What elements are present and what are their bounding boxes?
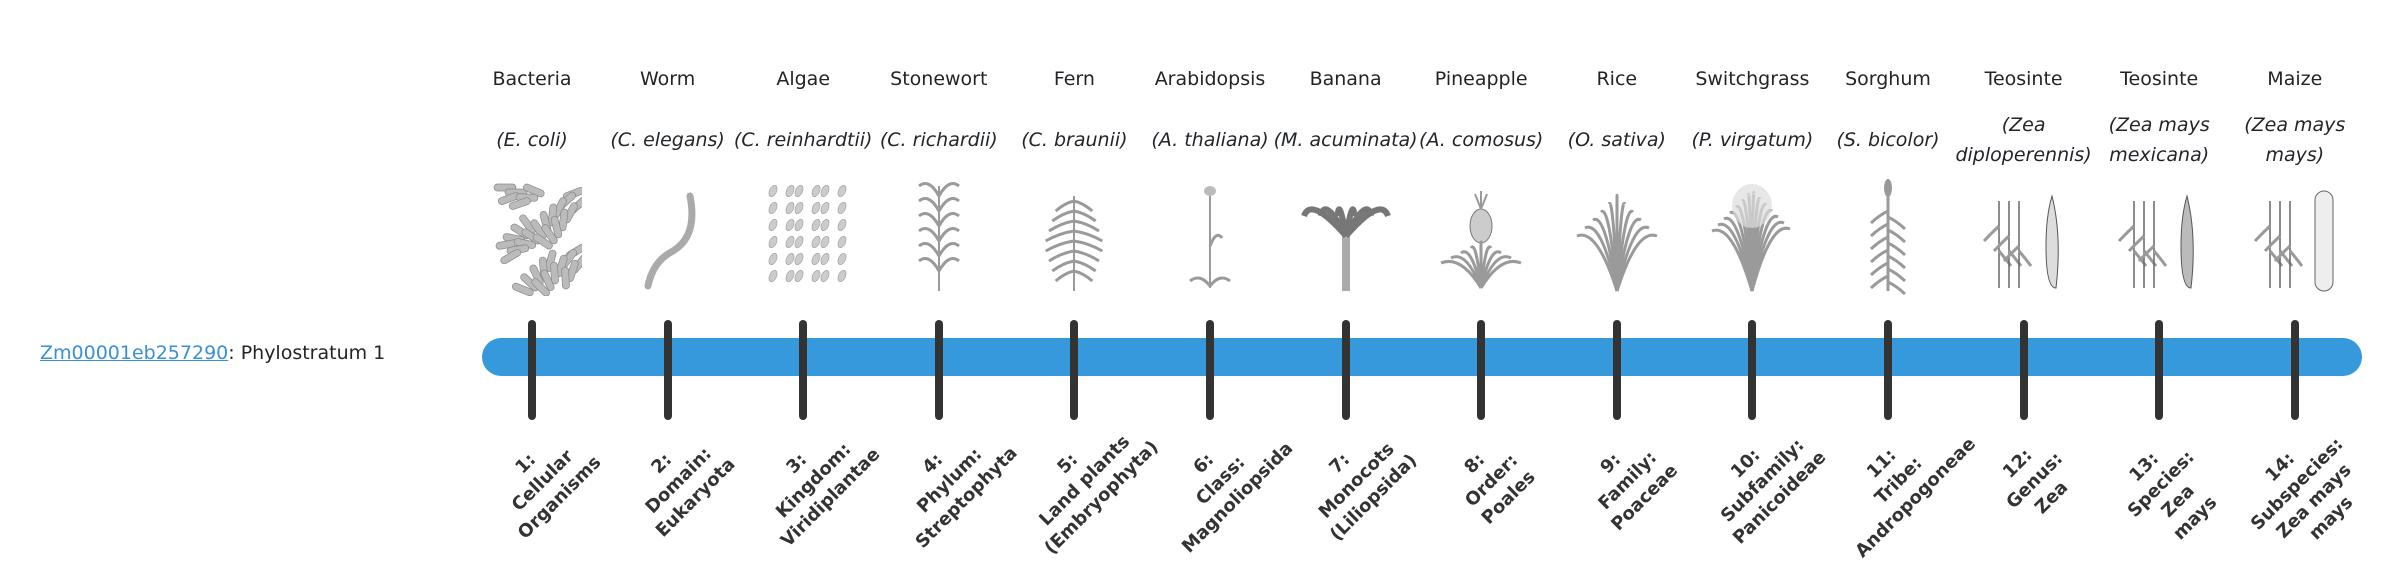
scientific-name: (M. acuminata) bbox=[1273, 129, 1418, 151]
teosinte-mexicana-image bbox=[2109, 176, 2209, 296]
stratum-tick bbox=[528, 320, 536, 420]
stratum-tick bbox=[2290, 320, 2299, 420]
stratum-tick bbox=[799, 320, 808, 420]
taxonomic-rank-label: 12: Genus: Zea bbox=[1949, 395, 2120, 566]
common-name: Pineapple bbox=[1434, 68, 1528, 90]
scientific-name: (O. sativa) bbox=[1567, 129, 1666, 151]
common-name: Bacteria bbox=[492, 68, 572, 90]
scientific-name: (P. virgatum) bbox=[1691, 129, 1814, 151]
scientific-name: (E. coli) bbox=[496, 129, 568, 151]
maize-image bbox=[2245, 176, 2345, 296]
taxonomic-rank-label: 14: Subspecies: Zea mays mays bbox=[2212, 399, 2400, 587]
switchgrass-image bbox=[1702, 176, 1802, 296]
taxonomic-rank-label: 3: Kingdom: Viridiplantae bbox=[729, 395, 900, 566]
arabidopsis-image bbox=[1160, 176, 1260, 296]
taxonomic-rank-label: 9: Family: Poaceae bbox=[1542, 395, 1713, 566]
worm-image bbox=[618, 176, 718, 296]
taxonomic-rank-label: 7: Monocots (Liliopsida) bbox=[1271, 395, 1442, 566]
taxonomic-rank-label: 2: Domain: Eukaryota bbox=[593, 395, 764, 566]
common-name: Arabidopsis bbox=[1154, 68, 1266, 90]
phylostratum-text: : Phylostratum 1 bbox=[228, 342, 386, 364]
stratum-tick bbox=[2019, 320, 2028, 420]
common-name: Banana bbox=[1309, 68, 1382, 90]
common-name: Teosinte bbox=[1984, 68, 2063, 90]
taxonomic-rank-label: 8: Order: Poales bbox=[1407, 395, 1578, 566]
common-name: Fern bbox=[1053, 68, 1095, 90]
common-name: Sorghum bbox=[1845, 68, 1931, 90]
common-name: Maize bbox=[2267, 68, 2323, 90]
taxonomic-rank-label: 11: Tribe: Andropogoneae bbox=[1813, 395, 1984, 566]
common-name: Teosinte bbox=[2120, 68, 2199, 90]
gene-label: Zm00001eb257290: Phylostratum 1 bbox=[40, 342, 385, 364]
taxonomic-rank-label: 5: Land plants (Embryophyta) bbox=[1000, 395, 1171, 566]
gene-id-link[interactable]: Zm00001eb257290 bbox=[40, 342, 229, 364]
stratum-tick bbox=[2155, 320, 2164, 420]
scientific-name: (Zea mays mays) bbox=[2244, 114, 2346, 166]
stratum-tick bbox=[1612, 320, 1621, 420]
bacteria-image bbox=[482, 176, 589, 297]
scientific-name: (S. bicolor) bbox=[1836, 129, 1940, 151]
common-name: Rice bbox=[1596, 68, 1638, 90]
banana-image bbox=[1296, 176, 1396, 296]
sorghum-image bbox=[1838, 176, 1938, 296]
stratum-tick bbox=[934, 320, 943, 420]
stratum-tick bbox=[1341, 320, 1350, 420]
stratum-tick bbox=[663, 320, 672, 420]
stratum-tick bbox=[1477, 320, 1486, 420]
taxonomic-rank-label: 4: Phylum: Streptophyta bbox=[864, 395, 1035, 566]
taxonomic-rank-label: 10: Subfamily: Panicoideae bbox=[1678, 395, 1849, 566]
stonewort-image bbox=[889, 176, 989, 296]
scientific-name: (C. reinhardtii) bbox=[733, 129, 873, 151]
taxonomic-rank-label: 1: Cellular Organisms bbox=[457, 395, 628, 566]
scientific-name: (A. thaliana) bbox=[1151, 129, 1269, 151]
scientific-name: (C. richardii) bbox=[879, 129, 998, 151]
common-name: Algae bbox=[776, 68, 831, 90]
scientific-name: (Zea mays mexicana) bbox=[2108, 114, 2210, 166]
stratum-tick bbox=[1884, 320, 1892, 420]
teosinte-image bbox=[1974, 176, 2074, 296]
phylostrata-timeline-bar bbox=[482, 338, 2362, 376]
pineapple-image bbox=[1431, 176, 1531, 296]
scientific-name: (A. comosus) bbox=[1419, 129, 1544, 151]
rice-image bbox=[1567, 176, 1667, 296]
stratum-tick bbox=[1070, 320, 1079, 420]
common-name: Stonewort bbox=[890, 68, 988, 90]
fern-image bbox=[1024, 176, 1124, 296]
scientific-name: (Zea diploperennis) bbox=[1955, 114, 2092, 166]
common-name: Switchgrass bbox=[1695, 68, 1810, 90]
common-name: Worm bbox=[639, 68, 696, 90]
algae-image bbox=[753, 176, 853, 296]
stratum-tick bbox=[1206, 320, 1214, 420]
scientific-name: (C. elegans) bbox=[610, 129, 725, 151]
stratum-tick bbox=[1748, 320, 1757, 420]
taxonomic-rank-label: 6: Class: Magnoliopsida bbox=[1135, 395, 1306, 566]
scientific-name: (C. braunii) bbox=[1021, 129, 1128, 151]
taxonomic-rank-label: 13: Species: Zea mays bbox=[2076, 399, 2264, 587]
